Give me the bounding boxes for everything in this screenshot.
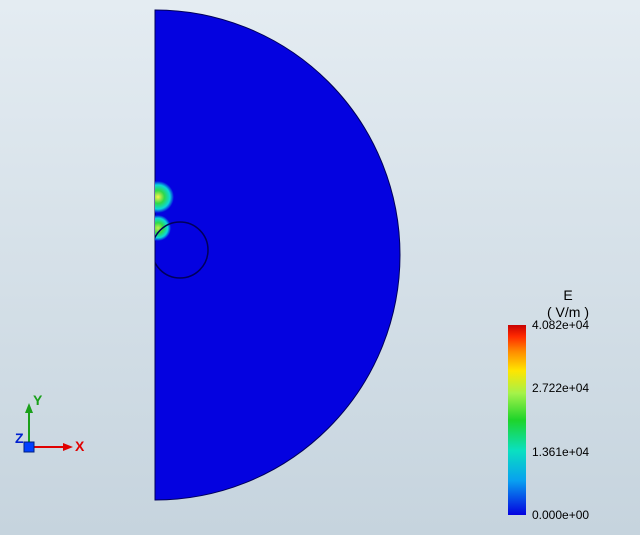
axis-y: Y [25, 395, 43, 447]
field-domain [155, 10, 400, 500]
axis-z: Z [15, 430, 24, 446]
legend-tick-min: 0.000e+00 [532, 508, 589, 522]
legend-quantity: E [563, 287, 572, 303]
color-legend: E ( V/m ) 4.082e+04 2.722e+04 1.361e+04 … [508, 287, 628, 515]
triad-origin-cube [24, 442, 34, 452]
field-hotspot [145, 215, 171, 241]
axis-x: X [29, 438, 85, 454]
legend-ticks: 4.082e+04 2.722e+04 1.361e+04 0.000e+00 [532, 325, 628, 515]
orientation-triad: X Y Z [15, 395, 85, 465]
legend-tick-max: 4.082e+04 [532, 318, 589, 332]
axis-y-label: Y [33, 395, 43, 408]
axis-z-label: Z [15, 430, 24, 446]
field-hotspot [142, 181, 174, 213]
axis-x-label: X [75, 438, 85, 454]
legend-title: E ( V/m ) [508, 287, 628, 321]
simulation-viewport: X Y Z E ( V/m ) 4.082e+04 [0, 0, 640, 535]
legend-tick-midhigh: 2.722e+04 [532, 381, 589, 395]
legend-tick-midlow: 1.361e+04 [532, 445, 589, 459]
legend-colorbar [508, 325, 526, 515]
